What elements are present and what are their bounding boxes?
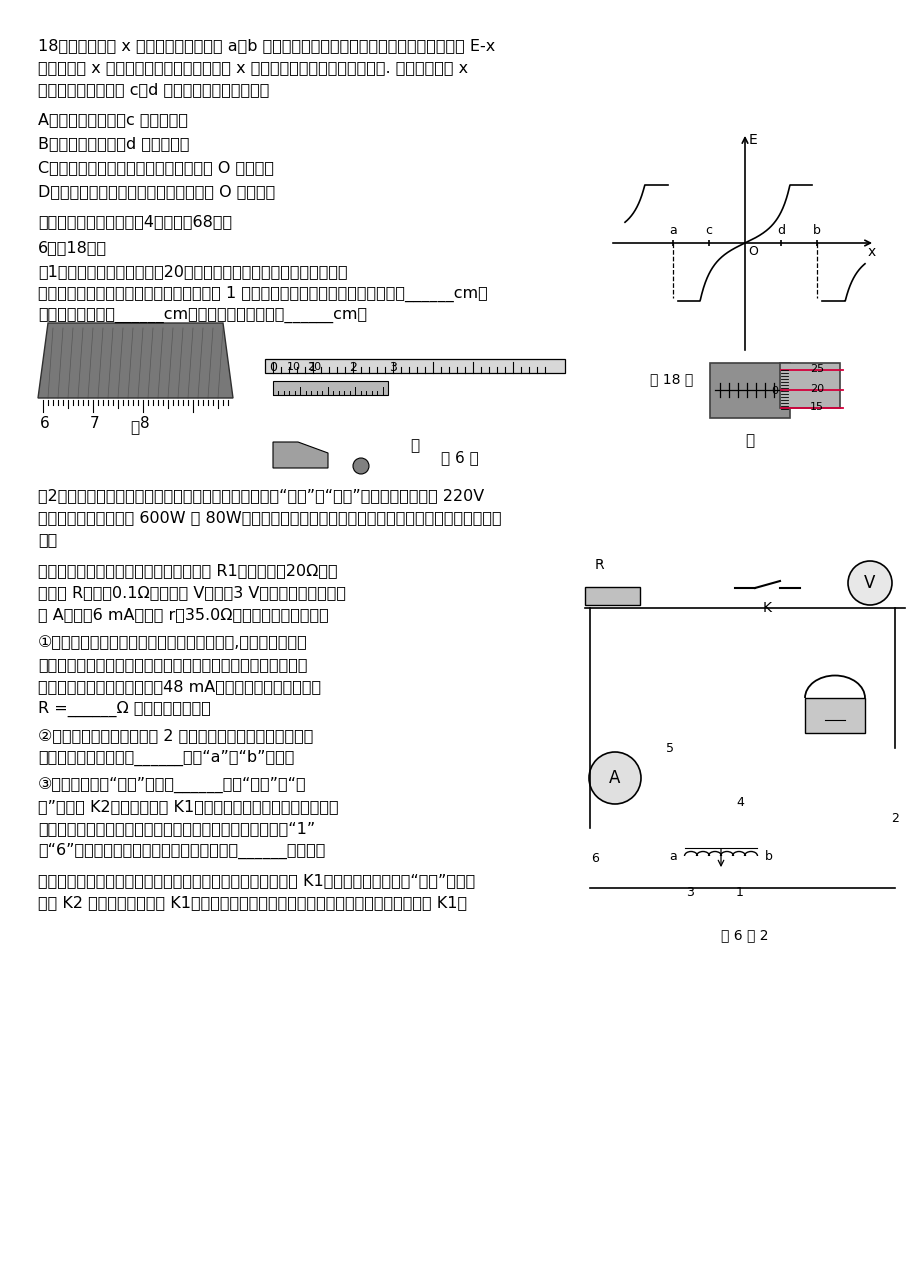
Text: 电压下额定功率分别为 600W 和 80W．物理兴趣小组的同学们想通过实验测定该电饭锅电热丝的电: 电压下额定功率分别为 600W 和 80W．物理兴趣小组的同学们想通过实验测定该… bbox=[38, 510, 501, 525]
Text: 题 6 图: 题 6 图 bbox=[440, 450, 479, 465]
Bar bbox=[265, 359, 564, 373]
Text: x: x bbox=[867, 245, 875, 259]
Text: R =______Ω 并与电流表并联．: R =______Ω 并与电流表并联． bbox=[38, 701, 210, 717]
Text: 滑动变阔器的滑片置于______（填“a”或“b”）端．: 滑动变阔器的滑片置于______（填“a”或“b”）端． bbox=[38, 750, 294, 766]
Text: （1）某同学用毫米刻度尺、20分度游标卡尺和螺旋测微器分别测量一: （1）某同学用毫米刻度尺、20分度游标卡尺和螺旋测微器分别测量一 bbox=[38, 264, 347, 279]
Text: 障后，调节滑动变阔器阔值，记下各电表六组读数后断开开关 K1．然后将电饭锅调至“保温”模式，: 障后，调节滑动变阔器阔值，记下各电表六组读数后断开开关 K1．然后将电饭锅调至“… bbox=[38, 873, 475, 888]
Text: E: E bbox=[748, 132, 757, 147]
Text: 乙: 乙 bbox=[410, 438, 419, 454]
Text: a: a bbox=[668, 224, 676, 237]
Text: 7: 7 bbox=[90, 417, 99, 431]
Bar bbox=[804, 698, 864, 733]
Text: 20: 20 bbox=[307, 362, 321, 372]
Text: 5: 5 bbox=[665, 741, 674, 754]
Circle shape bbox=[353, 457, 369, 474]
Text: R: R bbox=[595, 558, 604, 572]
Polygon shape bbox=[273, 442, 328, 468]
Text: 现有实验器材：干电池两节，滑动变阔器 R1（最大阔倶20Ω），: 现有实验器材：干电池两节，滑动变阔器 R1（最大阔倶20Ω）， bbox=[38, 563, 337, 578]
Circle shape bbox=[847, 561, 891, 605]
Text: 丙: 丙 bbox=[744, 433, 754, 448]
Text: b: b bbox=[812, 224, 820, 237]
Text: 开”）开关 K2，再闭合开关 K1，调节滑动变阔器阔值，发现两表: 开”）开关 K2，再闭合开关 K1，调节滑动变阔器阔值，发现两表 bbox=[38, 799, 338, 814]
Text: C．两点场强不同，两点电势相等，均比 O 点电势高: C．两点场强不同，两点电势相等，均比 O 点电势高 bbox=[38, 161, 274, 175]
Text: B．两点场强相同，d 点电势更高: B．两点场强相同，d 点电势更高 bbox=[38, 136, 189, 152]
Text: 2: 2 bbox=[891, 812, 898, 824]
Text: 2: 2 bbox=[348, 361, 357, 375]
Text: 阴．: 阴． bbox=[38, 533, 57, 547]
Text: 6: 6 bbox=[40, 417, 50, 431]
Text: V: V bbox=[863, 575, 875, 592]
Text: 6: 6 bbox=[590, 851, 598, 865]
Text: 18．（原创）在 x 轴上关于原点对称的 a、b 两点处固定有两个电荷量相等的点电荷，如下的 E-x: 18．（原创）在 x 轴上关于原点对称的 a、b 两点处固定有两个电荷量相等的点… bbox=[38, 38, 494, 54]
Text: 工作模式时，实验电流差异较大．为了能顺利完成实验，他们打: 工作模式时，实验电流差异较大．为了能顺利完成实验，他们打 bbox=[38, 657, 307, 671]
Text: A．两点场强相同，c 点电势更高: A．两点场强相同，c 点电势更高 bbox=[38, 112, 187, 127]
Text: ②同学们设计并连接了如图 2 所示的电路图，接通电源前应将: ②同学们设计并连接了如图 2 所示的电路图，接通电源前应将 bbox=[38, 727, 313, 743]
Bar bbox=[779, 363, 839, 408]
Text: （2）（原创）某品牌电饭锅采用纯电阔电热丝加热，有“煮饭”和“保温”两种工作模式，在 220V: （2）（原创）某品牌电饭锅采用纯电阔电热丝加热，有“煮饭”和“保温”两种工作模式… bbox=[38, 488, 483, 503]
Text: b: b bbox=[765, 850, 772, 862]
Text: 10: 10 bbox=[287, 362, 301, 372]
Text: D．两点场强不同，两点电势相等，均比 O 点电势低: D．两点场强不同，两点电势相等，均比 O 点电势低 bbox=[38, 183, 275, 199]
Text: 算将电流表的测量范围扩大到48 mA，则应该将电阔筱调节至: 算将电流表的测量范围扩大到48 mA，则应该将电阔筱调节至 bbox=[38, 679, 321, 694]
Text: 题 18 图: 题 18 图 bbox=[650, 372, 693, 386]
Text: 甲: 甲 bbox=[130, 420, 140, 434]
Text: 8: 8 bbox=[140, 417, 150, 431]
Bar bbox=[709, 363, 789, 418]
Text: 3: 3 bbox=[686, 887, 693, 899]
Bar bbox=[584, 587, 640, 605]
Text: c: c bbox=[705, 224, 711, 237]
Text: ③将电饭锅调至“煮饭”模式，______（填“闭合”或“断: ③将电饭锅调至“煮饭”模式，______（填“闭合”或“断 bbox=[38, 777, 306, 794]
Text: A: A bbox=[608, 769, 620, 787]
Text: 块金属板的长、宽、厚．测量结果分别如图 1 中甲、乙、丙所示，则刻度尺的读数为______cm，: 块金属板的长、宽、厚．测量结果分别如图 1 中甲、乙、丙所示，则刻度尺的读数为_… bbox=[38, 285, 487, 302]
Text: 改变 K2 状态，再闭合开关 K1，调节滑动变阔器阔值，记下各电表六组读数后断开开关 K1．: 改变 K2 状态，再闭合开关 K1，调节滑动变阔器阔值，记下各电表六组读数后断开… bbox=[38, 896, 467, 910]
Text: 1: 1 bbox=[309, 361, 316, 375]
Bar bbox=[584, 548, 904, 919]
Text: a: a bbox=[668, 850, 676, 862]
Text: d: d bbox=[777, 224, 784, 237]
Text: 20: 20 bbox=[809, 383, 823, 394]
Text: 15: 15 bbox=[809, 403, 823, 412]
Text: 1: 1 bbox=[735, 887, 743, 899]
Bar bbox=[273, 381, 388, 395]
Text: 3: 3 bbox=[389, 361, 396, 375]
Text: 二、非选择题（本大题关4小题，全68分）: 二、非选择题（本大题关4小题，全68分） bbox=[38, 214, 232, 229]
Text: 4: 4 bbox=[735, 796, 743, 809]
Text: 25: 25 bbox=[809, 364, 823, 375]
Text: 0: 0 bbox=[770, 386, 777, 396]
Text: 6．（18分）: 6．（18分） bbox=[38, 240, 107, 255]
Text: 题 6 图 2: 题 6 图 2 bbox=[720, 927, 768, 941]
Polygon shape bbox=[38, 324, 233, 397]
Text: ①同学们利用多用表进行初步测量和估算发现,电饭锅处于不同: ①同学们利用多用表进行初步测量和估算发现,电饭锅处于不同 bbox=[38, 634, 308, 650]
Text: 到“6”的一根导线断路引起，则断路的导线是______．排除故: 到“6”的一根导线断路引起，则断路的导线是______．排除故 bbox=[38, 843, 325, 859]
Text: 0: 0 bbox=[268, 361, 277, 375]
Text: 图象描绘了 x 轴上部分区域的电场强度（以 x 轴正方向为电场强度的正方向）. 对于该电场中 x: 图象描绘了 x 轴上部分区域的电场强度（以 x 轴正方向为电场强度的正方向）. … bbox=[38, 60, 468, 75]
Circle shape bbox=[588, 752, 641, 804]
Text: 示数均有示数，但都不能调到零．如果该故障是由图中标号“1”: 示数均有示数，但都不能调到零．如果该故障是由图中标号“1” bbox=[38, 820, 315, 836]
Text: 游标卡尺的读数为______cm，螺旋测微器的读数为______cm．: 游标卡尺的读数为______cm，螺旋测微器的读数为______cm． bbox=[38, 308, 367, 324]
Text: K: K bbox=[762, 601, 771, 615]
Text: 轴上关于原点对称的 c、d 两点，下列结论正确的是: 轴上关于原点对称的 c、d 两点，下列结论正确的是 bbox=[38, 82, 269, 97]
Text: O: O bbox=[747, 245, 757, 259]
Text: 电阔筱 R（精度0.1Ω）电压表 V（量程3 V，内阔很大），电流: 电阔筱 R（精度0.1Ω）电压表 V（量程3 V，内阔很大），电流 bbox=[38, 585, 346, 600]
Text: 表 A（量程6 mA，内阔 r＝35.0Ω），开关及导线若干．: 表 A（量程6 mA，内阔 r＝35.0Ω），开关及导线若干． bbox=[38, 606, 328, 622]
